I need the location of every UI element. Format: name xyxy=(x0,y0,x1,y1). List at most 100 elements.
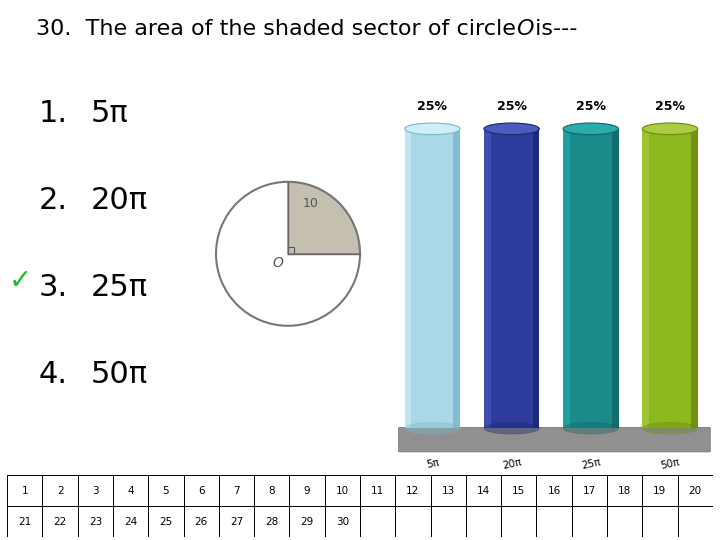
Text: 4.: 4. xyxy=(39,360,68,389)
Bar xyxy=(454,129,460,428)
Bar xyxy=(254,507,289,537)
Bar xyxy=(325,475,360,507)
Bar xyxy=(288,247,294,254)
Bar xyxy=(360,507,395,537)
Text: 28: 28 xyxy=(265,517,279,527)
Bar xyxy=(7,507,42,537)
Bar xyxy=(484,129,490,428)
Text: 3.: 3. xyxy=(39,273,68,302)
Text: 15: 15 xyxy=(512,485,526,496)
Bar xyxy=(572,507,607,537)
Text: 21: 21 xyxy=(18,517,32,527)
Text: 20π: 20π xyxy=(91,186,148,215)
Bar xyxy=(678,507,713,537)
Text: 27: 27 xyxy=(230,517,243,527)
Bar xyxy=(484,129,539,428)
Bar xyxy=(642,129,698,428)
Text: 2.: 2. xyxy=(39,186,68,215)
Bar xyxy=(466,507,501,537)
Wedge shape xyxy=(288,182,360,254)
Bar xyxy=(642,129,649,428)
FancyBboxPatch shape xyxy=(399,427,710,452)
Bar xyxy=(563,129,618,428)
Bar xyxy=(642,475,678,507)
Bar xyxy=(184,507,219,537)
Bar xyxy=(113,507,148,537)
Text: 24: 24 xyxy=(124,517,138,527)
Bar xyxy=(219,475,254,507)
Text: 20π: 20π xyxy=(501,457,522,471)
Text: 1: 1 xyxy=(22,485,28,496)
Text: 14: 14 xyxy=(477,485,490,496)
Bar xyxy=(395,475,431,507)
Text: 30: 30 xyxy=(336,517,349,527)
Text: 8: 8 xyxy=(269,485,275,496)
Bar xyxy=(501,475,536,507)
Text: 22: 22 xyxy=(53,517,67,527)
Text: 26: 26 xyxy=(194,517,208,527)
Text: 29: 29 xyxy=(300,517,314,527)
Ellipse shape xyxy=(484,422,539,434)
Text: 25%: 25% xyxy=(418,99,447,113)
Bar xyxy=(42,475,78,507)
Bar xyxy=(431,475,466,507)
Text: 1.: 1. xyxy=(39,99,68,127)
Text: 5π: 5π xyxy=(425,457,440,470)
Text: 25: 25 xyxy=(159,517,173,527)
Text: ✓: ✓ xyxy=(9,267,32,295)
Ellipse shape xyxy=(563,422,618,434)
Bar xyxy=(405,129,460,428)
Ellipse shape xyxy=(642,123,698,134)
Text: 13: 13 xyxy=(441,485,455,496)
Bar xyxy=(536,475,572,507)
Bar xyxy=(533,129,539,428)
Text: 16: 16 xyxy=(547,485,561,496)
Bar xyxy=(678,475,713,507)
Ellipse shape xyxy=(484,123,539,134)
Bar xyxy=(148,507,184,537)
Bar xyxy=(405,129,411,428)
Bar xyxy=(325,507,360,537)
Text: 50π: 50π xyxy=(660,457,680,471)
Text: 23: 23 xyxy=(89,517,102,527)
Bar xyxy=(466,475,501,507)
Text: O: O xyxy=(272,256,284,270)
Ellipse shape xyxy=(563,123,618,134)
Text: 10: 10 xyxy=(303,197,319,210)
Bar xyxy=(7,475,42,507)
Text: 25π: 25π xyxy=(580,457,601,471)
Bar xyxy=(289,507,325,537)
Text: 25π: 25π xyxy=(91,273,148,302)
Bar xyxy=(612,129,618,428)
Bar xyxy=(78,507,113,537)
Bar xyxy=(563,129,570,428)
Text: 30.  The area of the shaded sector of circle: 30. The area of the shaded sector of cir… xyxy=(36,19,523,39)
Text: 10: 10 xyxy=(336,485,349,496)
Text: 6: 6 xyxy=(198,485,204,496)
Text: 12: 12 xyxy=(406,485,420,496)
Text: is---: is--- xyxy=(528,19,577,39)
Bar xyxy=(42,507,78,537)
Ellipse shape xyxy=(405,422,460,434)
Text: 50π: 50π xyxy=(91,360,148,389)
Ellipse shape xyxy=(405,123,460,134)
Text: 11: 11 xyxy=(371,485,384,496)
Text: 7: 7 xyxy=(233,485,240,496)
Text: O: O xyxy=(516,19,534,39)
Text: 3: 3 xyxy=(92,485,99,496)
Bar xyxy=(431,507,466,537)
Ellipse shape xyxy=(642,422,698,434)
Text: 19: 19 xyxy=(653,485,667,496)
Bar xyxy=(184,475,219,507)
Bar xyxy=(395,507,431,537)
Text: 9: 9 xyxy=(304,485,310,496)
Text: 17: 17 xyxy=(582,485,596,496)
Bar xyxy=(219,507,254,537)
Bar xyxy=(360,475,395,507)
Bar xyxy=(501,507,536,537)
Text: 4: 4 xyxy=(127,485,134,496)
Text: 5: 5 xyxy=(163,485,169,496)
Bar xyxy=(78,475,113,507)
Text: 5π: 5π xyxy=(91,99,128,127)
Bar xyxy=(148,475,184,507)
